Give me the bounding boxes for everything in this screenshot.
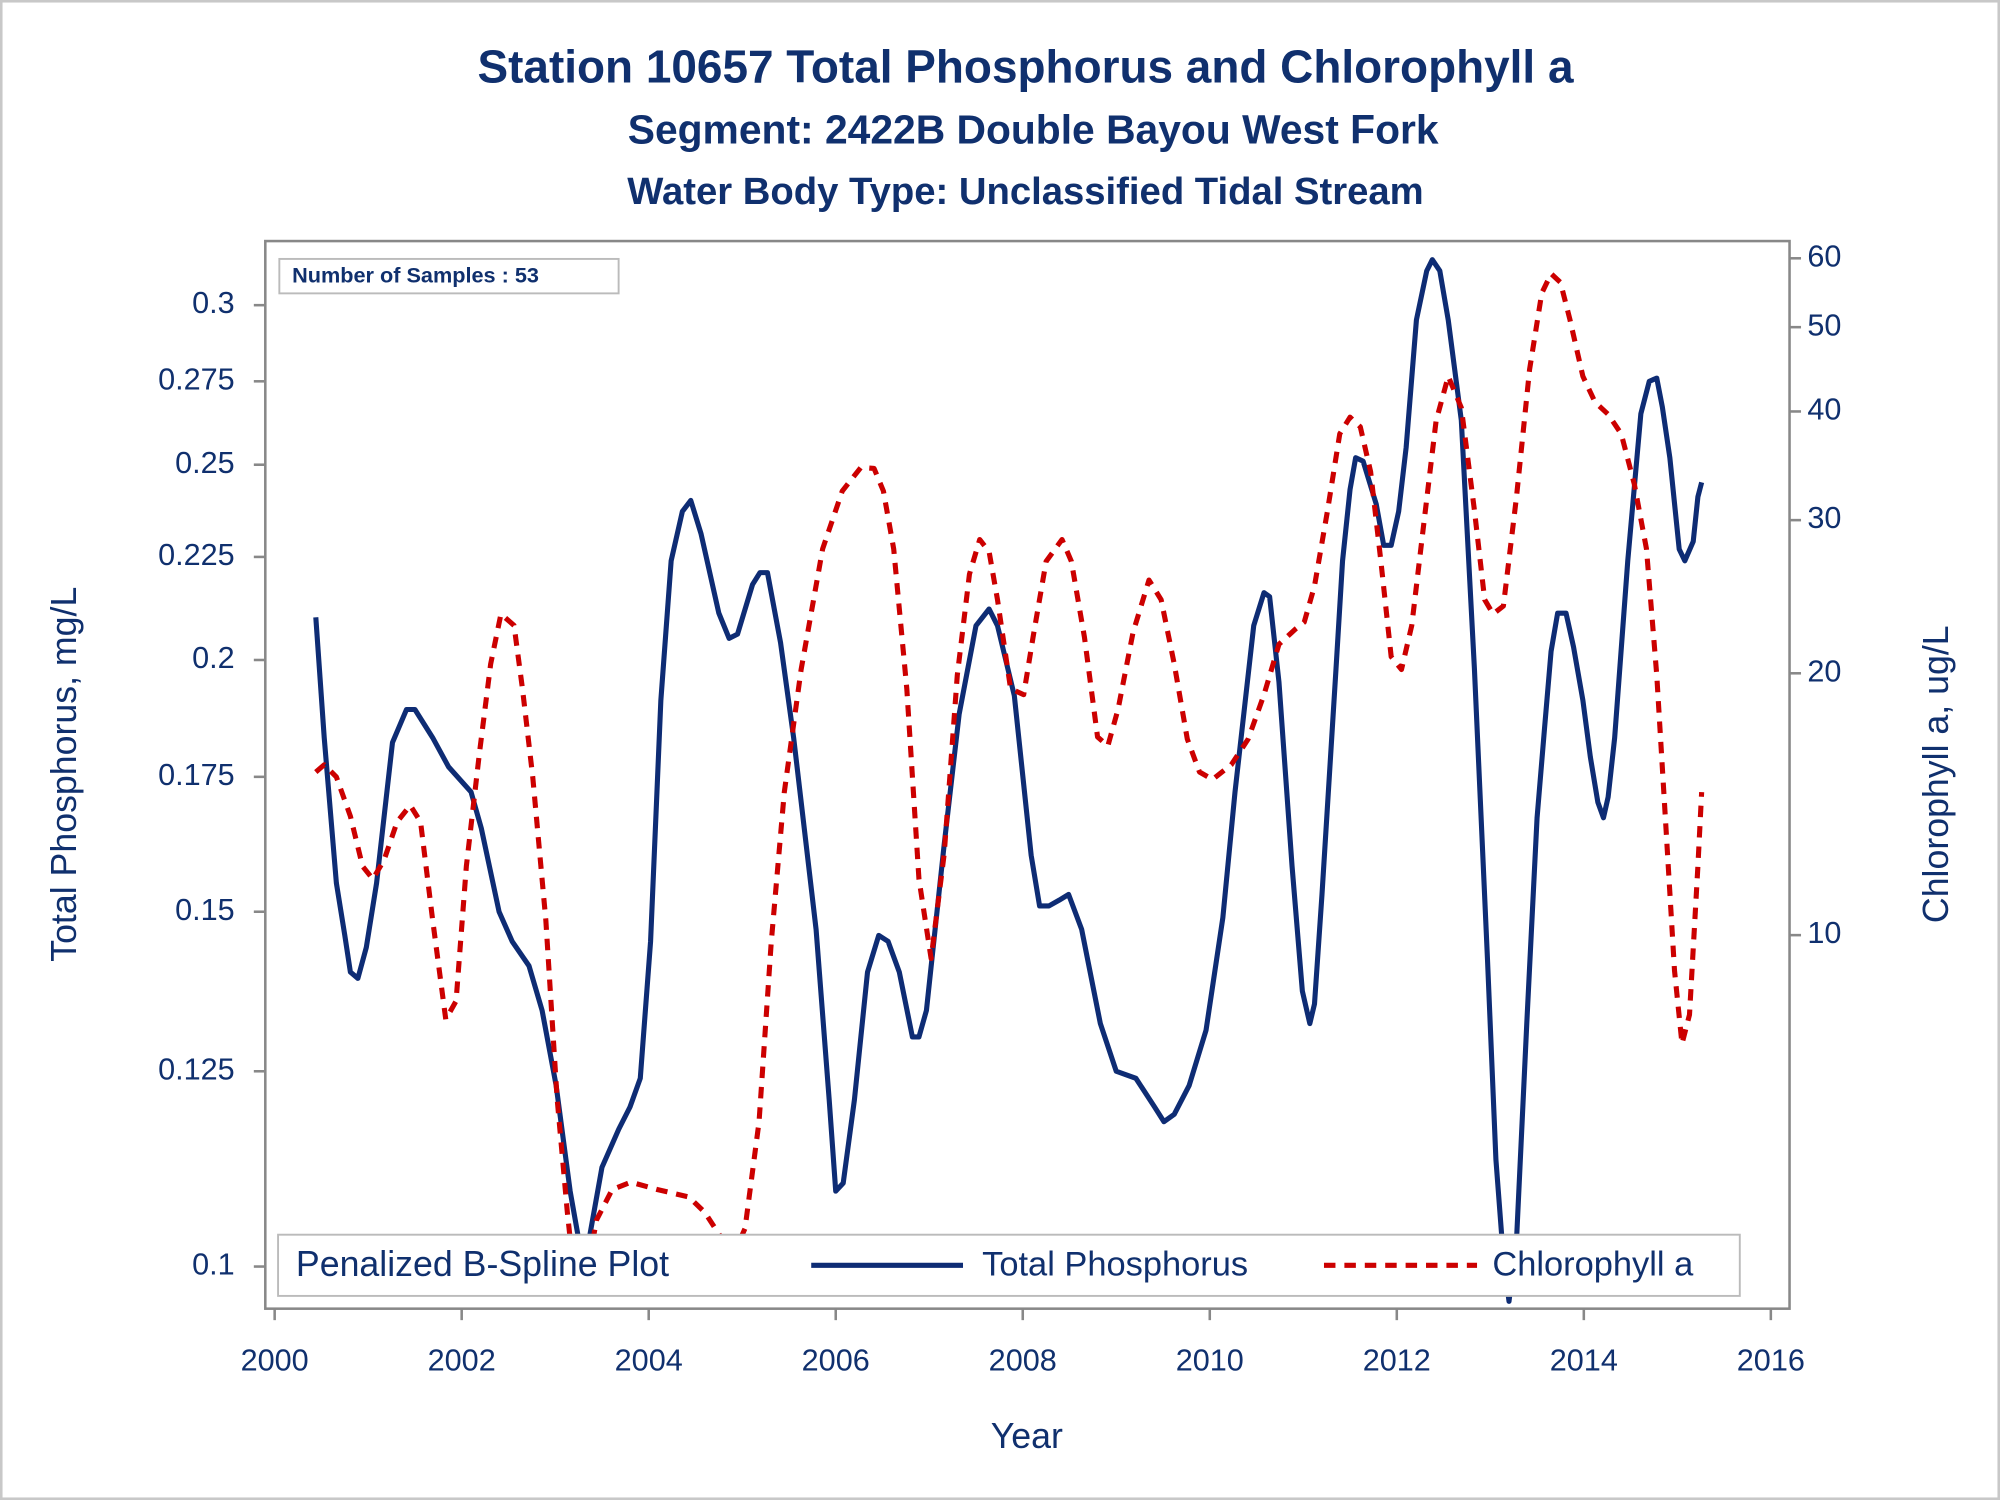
- y2-tick-label: 60: [1807, 239, 1841, 273]
- x-axis-label: Year: [991, 1416, 1063, 1456]
- chart-subtitle: Segment: 2422B Double Bayou West Fork: [628, 106, 1439, 152]
- y-tick-label: 0.1: [192, 1248, 235, 1282]
- annotation-box: [278, 257, 620, 295]
- chart-title: Station 10657 Total Phosphorus and Chlor…: [478, 40, 1574, 92]
- x-tick-label: 2002: [428, 1343, 496, 1377]
- y-tick-label: 0.3: [192, 286, 235, 320]
- y-tick-label: 0.2: [192, 641, 235, 675]
- legend-label: Chlorophyll a: [1492, 1246, 1694, 1284]
- y2-tick-label: 20: [1807, 654, 1841, 688]
- y2-tick-label: 50: [1807, 308, 1841, 342]
- y2-tick-label: 40: [1807, 393, 1841, 427]
- data-line: [314, 271, 1705, 1294]
- y-tick-label: 0.25: [175, 446, 235, 480]
- legend-label: Total Phosphorus: [982, 1246, 1248, 1284]
- y-tick-label: 0.15: [175, 893, 235, 927]
- legend-box: [277, 1233, 1741, 1297]
- chart-subtitle: Water Body Type: Unclassified Tidal Stre…: [627, 170, 1423, 213]
- x-tick-label: 2012: [1363, 1343, 1431, 1377]
- y2-axis-label: Chlorophyll a, ug/L: [1916, 625, 1956, 923]
- y-tick-label: 0.175: [158, 758, 235, 792]
- x-tick-label: 2010: [1176, 1343, 1244, 1377]
- x-tick-label: 2014: [1550, 1343, 1618, 1377]
- x-tick-label: 2000: [241, 1343, 309, 1377]
- x-tick-label: 2016: [1737, 1343, 1805, 1377]
- y2-tick-label: 10: [1807, 916, 1841, 950]
- x-tick-label: 2008: [989, 1343, 1057, 1377]
- x-tick-label: 2006: [802, 1343, 870, 1377]
- y-axis-label: Total Phosphorus, mg/L: [44, 587, 84, 962]
- annotation: Number of Samples : 53: [292, 263, 539, 288]
- plot-frame: [264, 239, 1791, 1310]
- legend-title: Penalized B-Spline Plot: [296, 1244, 669, 1284]
- y2-tick-label: 30: [1807, 501, 1841, 535]
- y-tick-label: 0.225: [158, 538, 235, 572]
- x-tick-label: 2004: [615, 1343, 683, 1377]
- y-tick-label: 0.275: [158, 362, 235, 396]
- y-tick-label: 0.125: [158, 1052, 235, 1086]
